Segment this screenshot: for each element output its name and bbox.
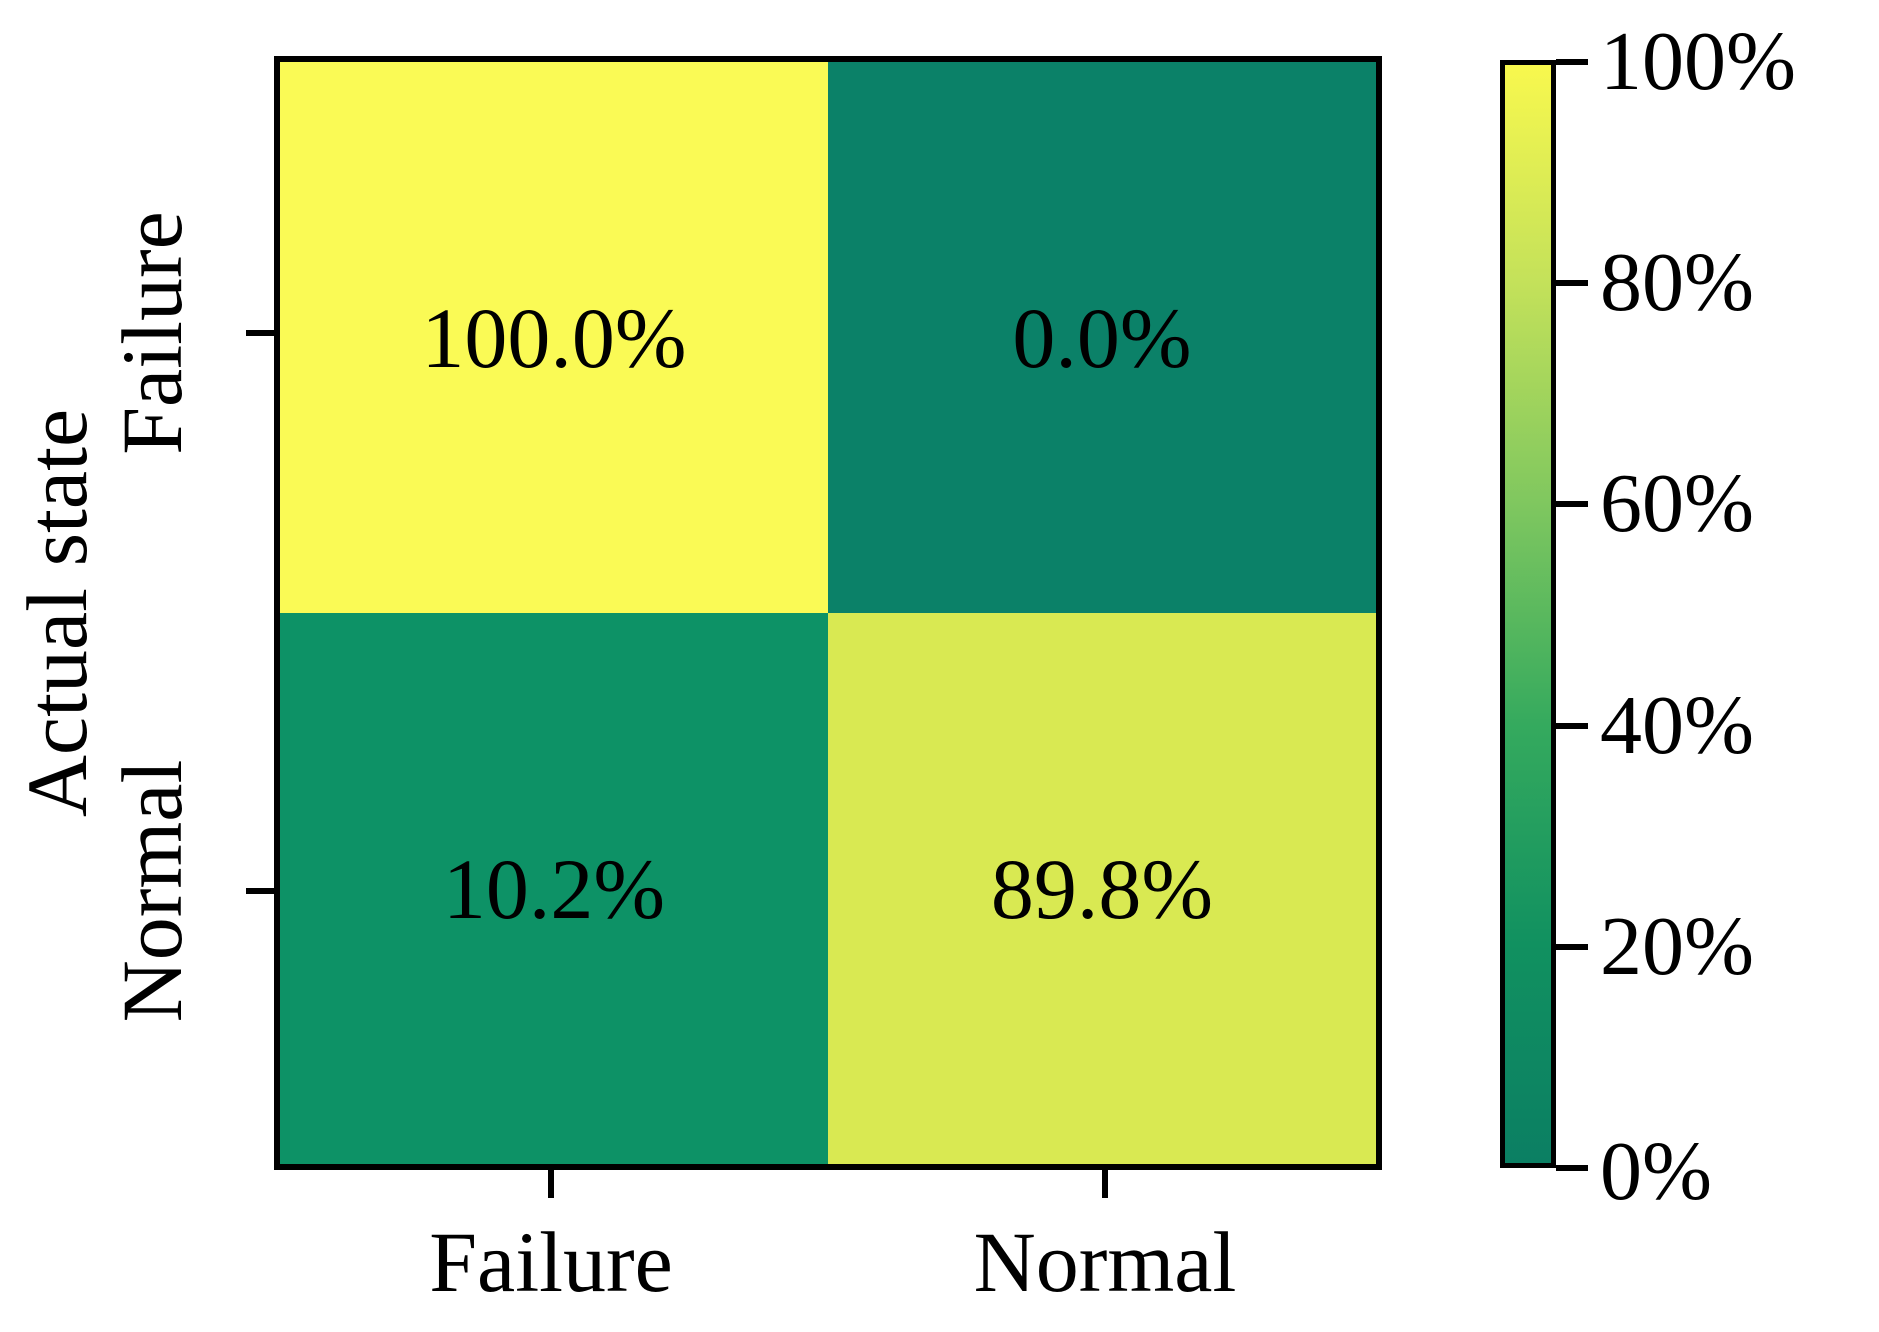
colorbar-gradient (1500, 60, 1556, 1168)
cell-value-label: 10.2% (442, 840, 666, 937)
heatmap-matrix: 100.0% 0.0% 10.2% 89.8% (274, 56, 1382, 1170)
colorbar-label-80: 80% (1600, 236, 1754, 329)
x-tick-label-normal: Normal (973, 1214, 1237, 1310)
colorbar-tick-40 (1556, 723, 1588, 729)
y-tick-mark-failure (246, 330, 274, 336)
x-tick-label-failure: Failure (429, 1214, 673, 1310)
colorbar-label-20: 20% (1600, 900, 1754, 993)
cell-value-label: 89.8% (990, 840, 1214, 937)
colorbar-tick-0 (1556, 1165, 1588, 1171)
colorbar-tick-20 (1556, 944, 1588, 950)
cell-actual-failure-pred-normal: 0.0% (828, 62, 1376, 613)
colorbar-label-40: 40% (1600, 679, 1754, 772)
cell-actual-failure-pred-failure: 100.0% (280, 62, 828, 613)
colorbar-tick-80 (1556, 280, 1588, 286)
colorbar-label-0: 0% (1600, 1125, 1712, 1218)
colorbar-label-100: 100% (1600, 15, 1796, 108)
y-tick-label-failure: Failure (104, 211, 200, 455)
colorbar-tick-60 (1556, 501, 1588, 507)
x-tick-mark-failure (548, 1170, 554, 1198)
y-axis-title: Actual state (9, 408, 105, 818)
y-tick-label-normal: Normal (104, 759, 200, 1023)
cell-actual-normal-pred-normal: 89.8% (828, 613, 1376, 1164)
y-tick-mark-normal (246, 888, 274, 894)
cell-actual-normal-pred-failure: 10.2% (280, 613, 828, 1164)
colorbar-tick-100 (1556, 59, 1588, 65)
colorbar-label-60: 60% (1600, 457, 1754, 550)
cell-value-label: 0.0% (1012, 289, 1192, 386)
cell-value-label: 100.0% (421, 289, 687, 386)
x-tick-mark-normal (1102, 1170, 1108, 1198)
